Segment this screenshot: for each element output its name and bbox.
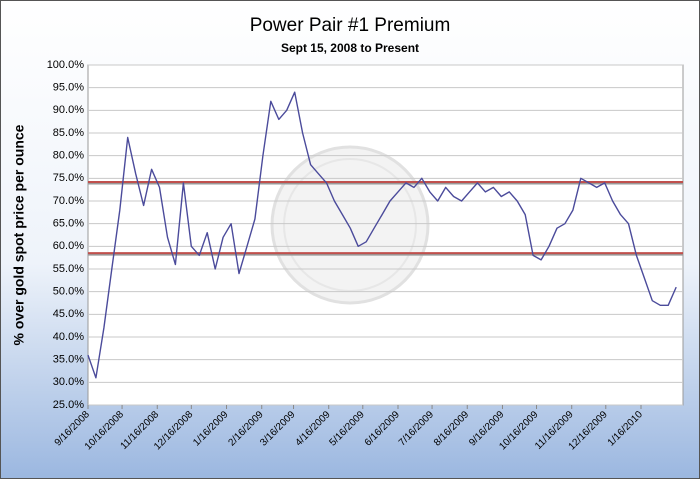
y-tick-label: 95.0%: [53, 82, 84, 94]
y-tick-label: 30.0%: [53, 376, 84, 388]
y-tick-label: 80.0%: [53, 150, 84, 162]
y-axis-label: % over gold spot price per ounce: [11, 124, 27, 345]
y-tick-label: 25.0%: [53, 399, 84, 411]
y-tick-label: 85.0%: [53, 127, 84, 139]
data-line: [87, 91, 677, 379]
y-tick-label: 55.0%: [53, 263, 84, 275]
y-tick-label: 40.0%: [53, 331, 84, 343]
chart-title: Power Pair #1 Premium: [250, 15, 451, 36]
y-tick-label: 60.0%: [53, 240, 84, 252]
y-tick-label: 90.0%: [53, 104, 84, 116]
y-tick-label: 100.0%: [47, 59, 85, 71]
y-tick-label: 75.0%: [53, 172, 84, 184]
chart-subtitle: Sept 15, 2008 to Present: [281, 41, 419, 55]
watermark: [270, 145, 430, 305]
y-tick-label: 70.0%: [53, 195, 84, 207]
y-tick-label: 35.0%: [53, 354, 84, 366]
y-tick-label: 65.0%: [53, 218, 84, 230]
y-tick-label: 50.0%: [53, 286, 84, 298]
plot-area: [87, 64, 684, 406]
y-tick-label: 45.0%: [53, 308, 84, 320]
